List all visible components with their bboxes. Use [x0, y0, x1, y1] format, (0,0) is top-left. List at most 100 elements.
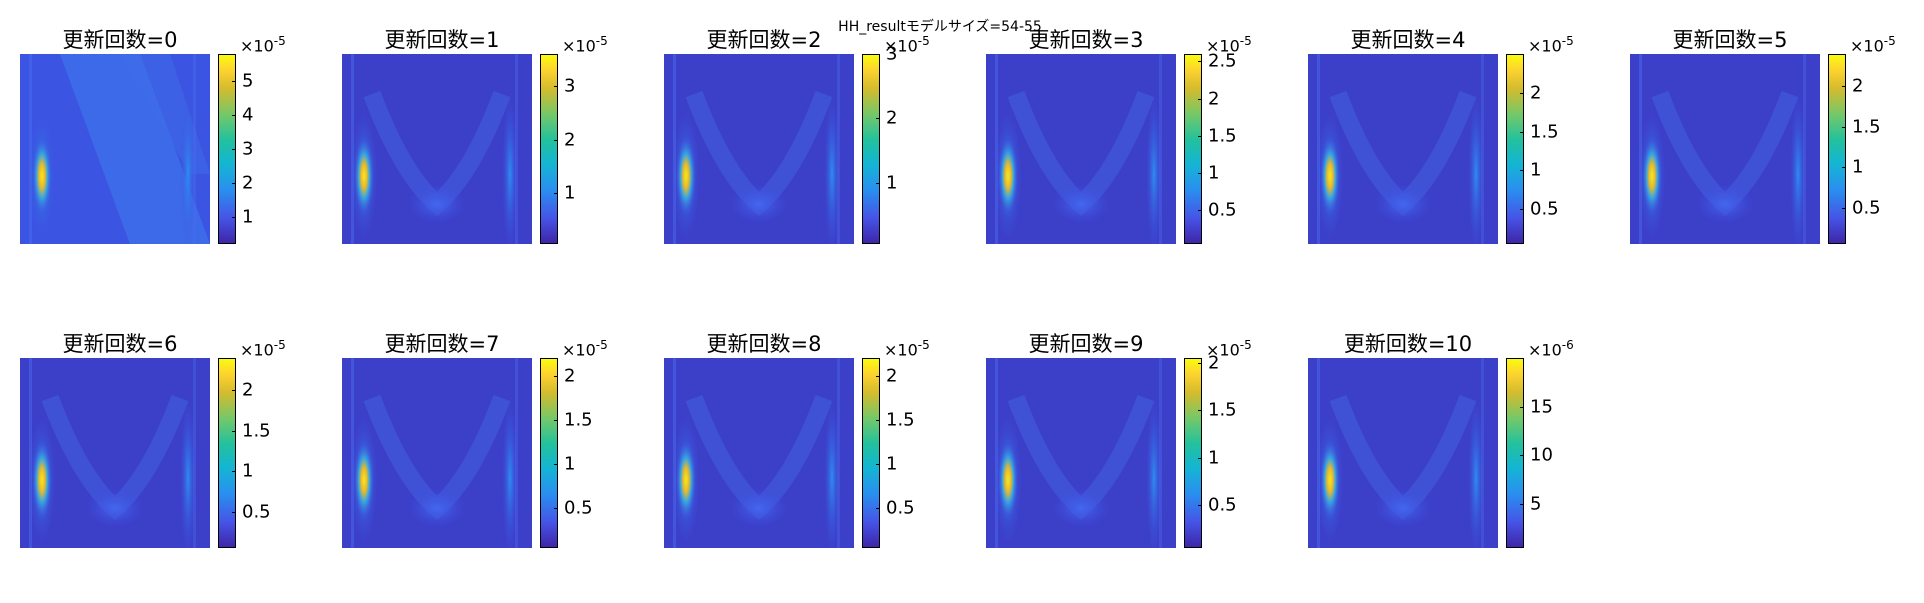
colorbar-exponent-label: ×10-5 [1850, 34, 1896, 55]
subplot-title: 更新回数=6 [20, 328, 220, 358]
colorbar-tick-label: 1 [1208, 447, 1219, 468]
heatmap-image [342, 54, 532, 244]
colorbar-tick-label: 0.5 [564, 498, 593, 519]
colorbar-tick [232, 183, 236, 184]
colorbar-tick [232, 81, 236, 82]
colorbar-tick [1842, 86, 1846, 87]
subplot-title: 更新回数=4 [1308, 24, 1508, 54]
colorbar-tick [1198, 173, 1202, 174]
subplot-panel: 更新回数=7 ×10-5 0.5 1 1.5 2 [342, 328, 672, 568]
colorbar-tick-label: 1 [1530, 160, 1541, 181]
colorbar-tick [1520, 132, 1524, 133]
colorbar-exponent-label: ×10-5 [884, 338, 930, 359]
colorbar-tick-label: 2 [1208, 352, 1219, 373]
colorbar-tick-label: 2 [1852, 76, 1863, 97]
colorbar-tick [1198, 458, 1202, 459]
colorbar [1184, 358, 1202, 548]
colorbar-exponent: -5 [1884, 34, 1896, 48]
heatmap-image [1308, 54, 1498, 244]
subplot-panel: 更新回数=10 ×10-6 5 10 15 [1308, 328, 1638, 568]
colorbar-tick [1198, 99, 1202, 100]
heatmap-image [20, 54, 210, 244]
colorbar-tick-label: 0.5 [1208, 495, 1237, 516]
colorbar-tick-label: 3 [886, 44, 897, 65]
subplot-panel: 更新回数=2 ×10-5 1 2 3 [664, 24, 994, 264]
colorbar-tick [876, 54, 880, 55]
colorbar-tick-label: 10 [1530, 445, 1553, 466]
colorbar-tick [232, 149, 236, 150]
colorbar-tick [554, 508, 558, 509]
colorbar-exponent: -5 [1562, 34, 1574, 48]
subplot-panel: 更新回数=3 ×10-5 0.5 1 1.5 2 2.5 [986, 24, 1316, 264]
subplot-panel: 更新回数=0 ×10-5 1 2 3 4 5 [20, 24, 350, 264]
colorbar [1828, 54, 1846, 244]
subplot-title: 更新回数=7 [342, 328, 542, 358]
colorbar-tick-label: 1.5 [886, 409, 915, 430]
colorbar [1506, 54, 1524, 244]
colorbar-tick-label: 1 [242, 206, 253, 227]
colorbar-tick-label: 2 [886, 365, 897, 386]
colorbar-tick [1520, 407, 1524, 408]
colorbar-exponent: -6 [1562, 338, 1574, 352]
colorbar-exponent-label: ×10-5 [240, 338, 286, 359]
subplot-panel: 更新回数=6 ×10-5 0.5 1 1.5 2 [20, 328, 350, 568]
subplot-title: 更新回数=1 [342, 24, 542, 54]
colorbar [540, 54, 558, 244]
colorbar [862, 54, 880, 244]
subplot-panel: 更新回数=5 ×10-5 0.5 1 1.5 2 [1630, 24, 1924, 264]
colorbar-tick [876, 464, 880, 465]
colorbar-tick-label: 1 [564, 183, 575, 204]
colorbar-tick-label: 1.5 [1530, 121, 1559, 142]
colorbar-tick [876, 420, 880, 421]
colorbar-tick [554, 376, 558, 377]
colorbar-tick [1198, 210, 1202, 211]
colorbar-tick-label: 1.5 [564, 409, 593, 430]
colorbar-tick-label: 1.5 [1208, 400, 1237, 421]
colorbar-tick [554, 193, 558, 194]
subplot-title: 更新回数=9 [986, 328, 1186, 358]
colorbar-exponent: -5 [274, 338, 286, 352]
subplot-title: 更新回数=5 [1630, 24, 1830, 54]
colorbar-tick [1198, 410, 1202, 411]
heatmap-image [986, 54, 1176, 244]
colorbar-tick [876, 183, 880, 184]
colorbar-exponent: -5 [274, 34, 286, 48]
colorbar [1184, 54, 1202, 244]
colorbar-tick-label: 2 [1208, 88, 1219, 109]
colorbar-tick [1520, 170, 1524, 171]
colorbar-tick-label: 2 [1530, 82, 1541, 103]
colorbar-tick [876, 118, 880, 119]
colorbar-tick [232, 217, 236, 218]
colorbar-tick-label: 15 [1530, 396, 1553, 417]
colorbar-tick [1842, 167, 1846, 168]
colorbar-tick-label: 2 [242, 172, 253, 193]
subplot-title: 更新回数=2 [664, 24, 864, 54]
colorbar-tick [1520, 209, 1524, 210]
colorbar-exponent: -5 [918, 34, 930, 48]
subplot-panel: 更新回数=1 ×10-5 1 2 3 [342, 24, 672, 264]
subplot-title: 更新回数=3 [986, 24, 1186, 54]
colorbar-tick [554, 140, 558, 141]
colorbar-tick-label: 5 [242, 71, 253, 92]
colorbar-tick-label: 0.5 [1530, 199, 1559, 220]
colorbar-exponent: -5 [596, 338, 608, 352]
colorbar-exponent: -5 [918, 338, 930, 352]
colorbar-exponent-label: ×10-5 [240, 34, 286, 55]
colorbar-tick [232, 471, 236, 472]
colorbar-tick-label: 0.5 [1852, 197, 1881, 218]
colorbar-exponent-label: ×10-6 [1528, 338, 1574, 359]
colorbar-exponent: -5 [1240, 338, 1252, 352]
colorbar-exponent: -5 [1240, 34, 1252, 48]
colorbar-tick [554, 464, 558, 465]
colorbar-exponent-label: ×10-5 [562, 338, 608, 359]
subplot-title: 更新回数=0 [20, 24, 220, 54]
colorbar-tick-label: 2.5 [1208, 51, 1237, 72]
colorbar-tick [232, 390, 236, 391]
heatmap-image [1630, 54, 1820, 244]
colorbar-tick-label: 0.5 [886, 498, 915, 519]
colorbar [540, 358, 558, 548]
heatmap-image [986, 358, 1176, 548]
heatmap-image [664, 54, 854, 244]
colorbar-tick-label: 1 [886, 172, 897, 193]
